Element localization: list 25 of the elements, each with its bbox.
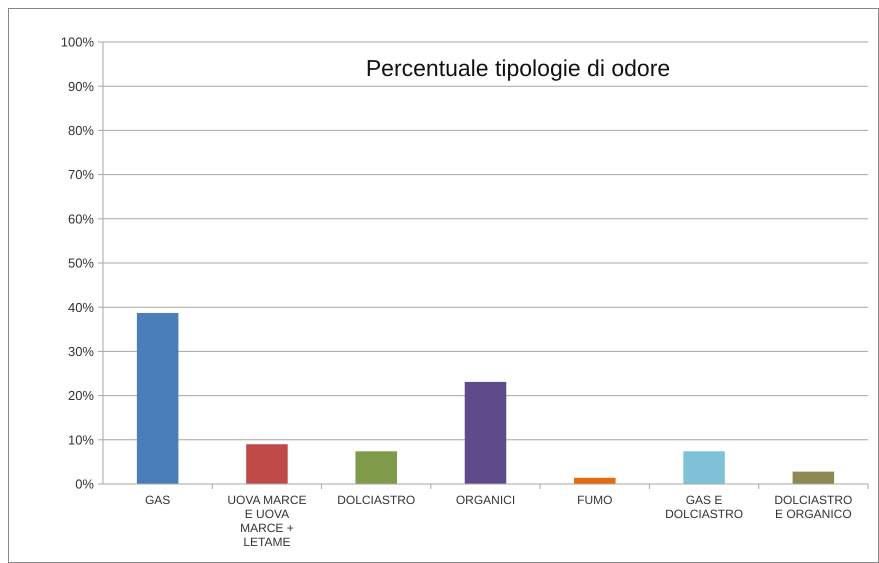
y-tick-label: 10% [68,432,94,448]
y-tick-label: 80% [68,122,94,138]
bar [355,451,397,484]
x-tick-label: GAS E DOLCIASTRO [665,493,744,521]
x-tick-label: ORGANICI [456,493,516,507]
y-tick-label: 90% [68,78,94,94]
bar [683,451,725,484]
y-tick-label: 60% [68,211,94,226]
y-tick-label: 20% [68,388,94,404]
y-tick-label: 40% [68,300,94,315]
y-tick-label: 0% [75,476,94,492]
y-tick-label: 30% [68,344,94,359]
bar [136,312,178,484]
y-tick-label: 100% [60,34,94,50]
x-tick-label: DOLCIASTRO [337,493,416,507]
y-tick-label: 50% [68,256,94,271]
bar [792,472,834,484]
x-tick-label: GAS [144,493,170,507]
x-tick-label: UOVA MARCE E UOVA MARCE + LETAME [227,493,306,549]
x-tick-label: FUMO [577,493,612,507]
y-tick-label: 70% [68,167,94,182]
bar [246,444,288,484]
text: Percentuale tipologie di odore [366,55,670,81]
x-tick-label: DOLCIASTRO E ORGANICO [774,493,852,521]
bar [464,382,506,484]
